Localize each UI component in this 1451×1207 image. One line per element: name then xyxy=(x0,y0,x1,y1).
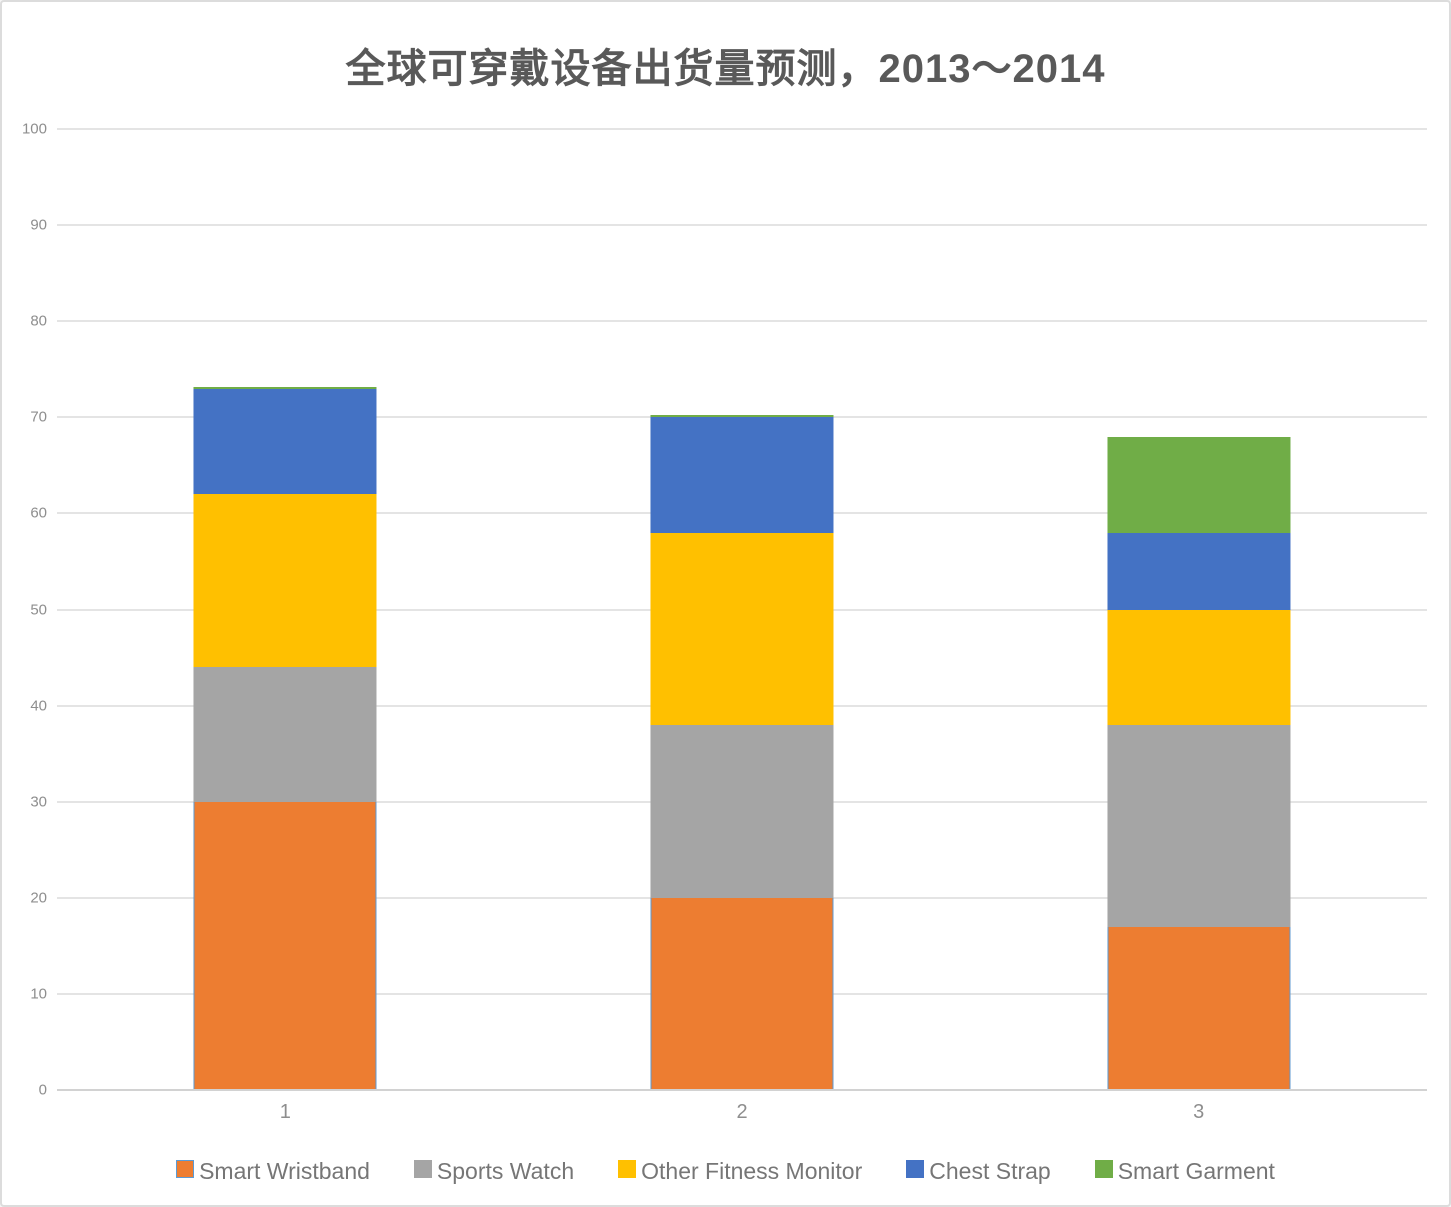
x-axis-line xyxy=(57,1089,1427,1091)
y-tick-label-60: 60 xyxy=(30,504,47,522)
bar-1-segment-smart-garment[interactable] xyxy=(193,386,377,389)
y-tick-label-100: 100 xyxy=(21,120,47,138)
legend-swatch-icon-other-fitness-monitor xyxy=(618,1160,637,1179)
y-tick-label-90: 90 xyxy=(30,216,47,234)
gridline-90 xyxy=(57,224,1427,227)
legend: Smart Wristband Sports Watch Other Fitness… xyxy=(2,1152,1449,1192)
chart-title: 全球可穿戴设备出货量预测，2013～2014 xyxy=(345,47,1106,91)
legend-item-other-fitness-monitor[interactable]: Other Fitness Monitor xyxy=(618,1159,862,1184)
x-tick-label-3: 3 xyxy=(1193,1101,1205,1123)
bar-3-segment-sports-watch[interactable] xyxy=(1107,724,1291,927)
bar-2-segment-chest-strap[interactable] xyxy=(650,417,834,533)
y-tick-label-0: 0 xyxy=(38,1081,47,1099)
bar-1-segment-other-fitness-monitor[interactable] xyxy=(193,494,377,668)
y-tick-label-80: 80 xyxy=(30,312,47,330)
legend-swatch-icon-smart-garment xyxy=(1094,1160,1113,1179)
legend-label-smart-garment: Smart Garment xyxy=(1117,1158,1275,1185)
bar-2-segment-other-fitness-monitor[interactable] xyxy=(650,532,834,725)
legend-item-sports-watch[interactable]: Sports Watch xyxy=(413,1158,575,1185)
y-axis: 0 10 20 30 40 50 60 70 80 90 100 xyxy=(2,122,47,1098)
bar-1-segment-sports-watch[interactable] xyxy=(193,667,377,802)
legend-label-smart-wristband: Smart Wristband xyxy=(199,1158,370,1185)
legend-label-sports-watch: Sports Watch xyxy=(436,1158,575,1185)
x-axis: 1 2 3 xyxy=(57,1102,1427,1128)
bar-3-segment-other-fitness-monitor[interactable] xyxy=(1107,609,1291,725)
y-tick-label-40: 40 xyxy=(30,697,47,715)
plot-area xyxy=(57,128,1427,1091)
bar-2-segment-smart-wristband[interactable] xyxy=(650,897,834,1090)
gridline-80 xyxy=(57,320,1427,323)
bar-1-segment-smart-wristband[interactable] xyxy=(193,801,377,1090)
legend-swatch-icon-smart-wristband xyxy=(176,1160,195,1179)
bar-1-segment-chest-strap[interactable] xyxy=(193,388,377,495)
legend-item-smart-wristband[interactable]: Smart Wristband xyxy=(176,1159,370,1184)
bar-3[interactable] xyxy=(1107,129,1291,1090)
x-tick-label-1: 1 xyxy=(279,1101,291,1123)
bar-2-segment-sports-watch[interactable] xyxy=(650,724,834,898)
bar-1[interactable] xyxy=(193,129,377,1090)
y-tick-label-10: 10 xyxy=(30,985,47,1003)
bar-2[interactable] xyxy=(650,129,834,1090)
bar-3-segment-chest-strap[interactable] xyxy=(1107,532,1291,610)
y-tick-label-70: 70 xyxy=(30,408,47,426)
y-tick-label-20: 20 xyxy=(30,889,47,907)
x-tick-label-2: 2 xyxy=(736,1101,748,1123)
y-tick-label-30: 30 xyxy=(30,793,47,811)
legend-item-smart-garment[interactable]: Smart Garment xyxy=(1094,1158,1275,1185)
legend-swatch-icon-sports-watch xyxy=(413,1160,432,1179)
y-tick-label-50: 50 xyxy=(30,601,47,618)
bar-3-segment-smart-wristband[interactable] xyxy=(1107,926,1291,1090)
bar-3-segment-smart-garment[interactable] xyxy=(1107,436,1291,533)
bar-2-segment-smart-garment[interactable] xyxy=(650,415,834,418)
legend-label-other-fitness-monitor: Other Fitness Monitor xyxy=(641,1158,863,1185)
gridline-100 xyxy=(57,128,1427,130)
legend-item-chest-strap[interactable]: Chest Strap xyxy=(906,1158,1051,1185)
legend-label-chest-strap: Chest Strap xyxy=(929,1158,1051,1185)
legend-swatch-icon-chest-strap xyxy=(906,1160,925,1179)
